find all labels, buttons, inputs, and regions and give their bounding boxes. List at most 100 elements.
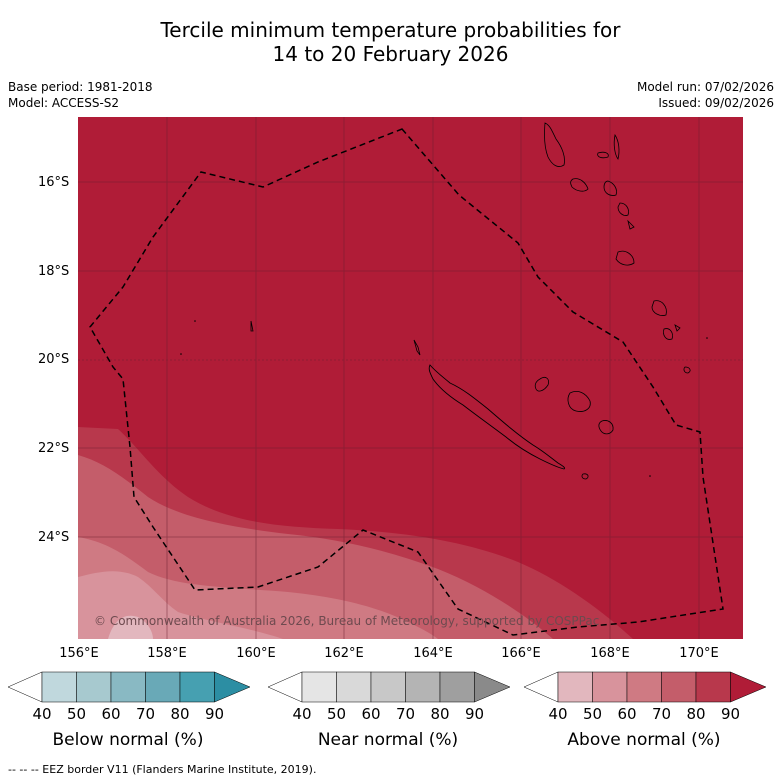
small-reef-1 — [194, 320, 196, 322]
cb-near-80-90 — [439, 671, 475, 703]
new-caledonia-coast — [428, 364, 566, 470]
cb-below-tick-90: 90 — [204, 705, 225, 723]
lat-label-20s: 20°S — [38, 352, 70, 367]
copyright-notice: © Commonwealth of Australia 2026, Bureau… — [94, 614, 600, 628]
map-canvas — [78, 117, 743, 639]
cb-below-80-90 — [179, 671, 215, 703]
meta-right: Model run: 07/02/2026 Issued: 09/02/2026 — [637, 79, 774, 111]
cb-near-tick-40: 40 — [292, 705, 312, 723]
probability-field-below-40 — [108, 615, 153, 639]
lat-label-18s: 18°S — [38, 264, 70, 279]
lat-label-24s: 24°S — [38, 530, 70, 545]
lon-label-166e: 166°E — [501, 646, 541, 661]
erromango-island — [651, 300, 667, 316]
cb-below-tick-70: 70 — [135, 705, 156, 723]
cb-below-60-70 — [110, 671, 146, 703]
malekula-island — [570, 178, 589, 192]
small-reef-4 — [706, 337, 708, 339]
aniwa-island — [674, 324, 681, 332]
cb-above-tick-50: 50 — [582, 705, 603, 723]
cb-above-70-80 — [661, 671, 697, 703]
colorbar-below-normal — [7, 671, 252, 707]
cb-above-40-50 — [557, 671, 593, 703]
cb-below-tick-50: 50 — [66, 705, 87, 723]
cb-near-arrow-high — [474, 671, 511, 703]
cb-above-80-90 — [695, 671, 731, 703]
cb-near-tick-60: 60 — [361, 705, 381, 723]
cb-near-40-50 — [301, 671, 337, 703]
cb-near-tick-70: 70 — [395, 705, 416, 723]
lat-label-16s: 16°S — [38, 175, 70, 190]
cb-below-tick-60: 60 — [101, 705, 121, 723]
colorbar-near-normal — [267, 671, 512, 707]
lon-label-160e: 160°E — [236, 646, 276, 661]
title-line-2: 14 to 20 February 2026 — [272, 42, 509, 66]
small-reef-3 — [649, 475, 651, 477]
graticule — [78, 117, 743, 639]
lon-label-168e: 168°E — [590, 646, 630, 661]
cb-above-tick-80: 80 — [686, 705, 706, 723]
colorbar-below-title: Below normal (%) — [52, 730, 204, 750]
issued-date: Issued: 09/02/2026 — [658, 96, 774, 110]
cb-below-arrow-high — [214, 671, 251, 703]
cb-below-70-80 — [145, 671, 181, 703]
cb-near-60-70 — [370, 671, 406, 703]
colorbar-above-title: Above normal (%) — [567, 730, 721, 750]
cb-above-tick-90: 90 — [720, 705, 741, 723]
ambrym-island — [603, 180, 617, 196]
isle-of-pines — [581, 473, 589, 480]
map-panel[interactable]: © Commonwealth of Australia 2026, Bureau… — [78, 117, 743, 639]
cb-above-tick-60: 60 — [617, 705, 637, 723]
cb-above-50-60 — [592, 671, 628, 703]
efate-island — [615, 250, 635, 266]
pentecost-island — [613, 133, 620, 160]
lon-label-156e: 156°E — [59, 646, 99, 661]
model-name: Model: ACCESS-S2 — [8, 96, 120, 110]
aneityum-island — [683, 366, 691, 374]
map-title: Tercile minimum temperature probabilitie… — [0, 18, 781, 66]
cb-above-60-70 — [626, 671, 662, 703]
title-line-1: Tercile minimum temperature probabilitie… — [160, 18, 621, 42]
cb-near-70-80 — [405, 671, 441, 703]
lon-label-162e: 162°E — [324, 646, 364, 661]
eez-footnote: -- -- -- EEZ border V11 (Flanders Marine… — [8, 763, 317, 776]
cb-below-arrow-low — [7, 671, 43, 703]
lifou-island — [567, 391, 591, 412]
colorbar-below-normal-swatches — [7, 671, 251, 703]
meta-left: Base period: 1981-2018 Model: ACCESS-S2 — [8, 79, 153, 111]
colorbar-above-normal — [523, 671, 768, 707]
cb-above-tick-40: 40 — [548, 705, 568, 723]
cb-near-tick-90: 90 — [464, 705, 485, 723]
shepherd-islands — [627, 219, 635, 230]
tanna-island — [663, 328, 673, 340]
cb-near-tick-50: 50 — [326, 705, 347, 723]
colorbar-near-title: Near normal (%) — [317, 730, 459, 750]
espiritu-santo-island — [544, 122, 565, 167]
cb-above-arrow-high — [730, 671, 767, 703]
colorbar-near-normal-swatches — [267, 671, 511, 703]
small-reef-2 — [180, 353, 182, 355]
maewo-island — [597, 151, 609, 159]
belep-islands — [413, 339, 421, 356]
cb-below-tick-80: 80 — [170, 705, 190, 723]
cb-near-arrow-low — [267, 671, 303, 703]
cb-below-50-60 — [76, 671, 112, 703]
cb-below-tick-40: 40 — [32, 705, 52, 723]
eez-border — [89, 128, 724, 636]
ouvea-island — [534, 377, 549, 392]
lon-label-158e: 158°E — [147, 646, 187, 661]
chesterfield-reef — [250, 320, 254, 332]
mare-island — [598, 420, 614, 435]
lon-label-164e: 164°E — [413, 646, 453, 661]
cb-above-arrow-low — [523, 671, 559, 703]
lat-label-22s: 22°S — [38, 441, 70, 456]
cb-near-50-60 — [336, 671, 372, 703]
cb-near-tick-80: 80 — [430, 705, 450, 723]
cb-above-tick-70: 70 — [651, 705, 672, 723]
colorbar-above-normal-swatches — [523, 671, 767, 703]
epi-island — [617, 202, 629, 216]
model-run: Model run: 07/02/2026 — [636, 80, 774, 94]
lon-label-170e: 170°E — [679, 646, 719, 661]
base-period: Base period: 1981-2018 — [8, 80, 153, 94]
cb-below-40-50 — [41, 671, 77, 703]
